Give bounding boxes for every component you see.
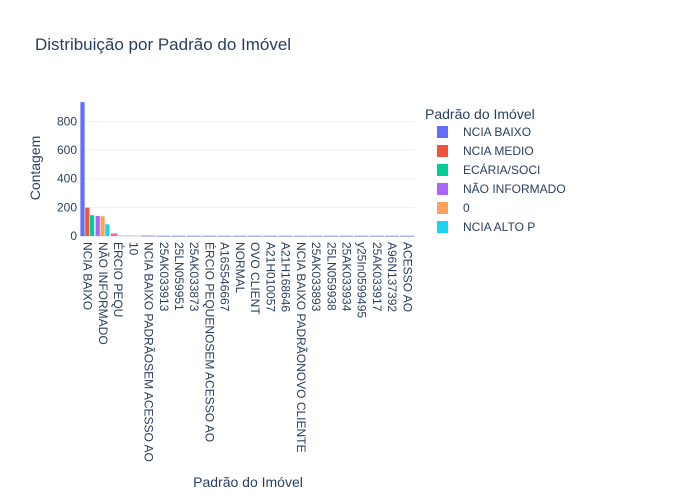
- bar[interactable]: [202, 235, 217, 237]
- legend-label: NCIA MEDIO: [463, 144, 534, 158]
- bar[interactable]: [156, 235, 171, 237]
- legend-label: NCIA BAIXO: [463, 125, 531, 139]
- y-tick-label: 400: [57, 172, 77, 186]
- x-tick-label: 25AK033893: [309, 242, 323, 312]
- bar[interactable]: [133, 235, 140, 237]
- bar[interactable]: [118, 235, 125, 236]
- legend-label: NÃO INFORMADO: [463, 182, 566, 196]
- bar[interactable]: [324, 235, 338, 237]
- bar[interactable]: [100, 216, 105, 236]
- bar[interactable]: [263, 235, 277, 237]
- bar[interactable]: [80, 102, 85, 236]
- bar[interactable]: [369, 235, 384, 237]
- legend-swatch: [437, 183, 448, 195]
- bar[interactable]: [400, 235, 415, 237]
- x-tick-label: 25AK033917: [370, 242, 384, 312]
- x-tick-label: NORMAL: [233, 242, 247, 294]
- y-axis-title: Contagem: [27, 136, 43, 201]
- bar[interactable]: [354, 235, 369, 237]
- legend-item[interactable]: NÃO INFORMADO: [437, 182, 566, 196]
- legend-label: 0: [463, 201, 470, 215]
- legend-swatch: [437, 202, 448, 214]
- bar[interactable]: [217, 235, 232, 237]
- x-tick-label: A21H010057: [263, 242, 277, 312]
- bars: [80, 102, 415, 237]
- bar[interactable]: [141, 235, 156, 237]
- bar[interactable]: [110, 233, 118, 236]
- bar[interactable]: [384, 235, 399, 237]
- bar[interactable]: [90, 215, 95, 236]
- x-tick-label: NCIA BAIXO PADRÃONOVO CLIENTE: [294, 242, 308, 453]
- gridlines: [80, 120, 415, 237]
- bar[interactable]: [247, 235, 262, 237]
- x-tick-label: ACESSO AO: [400, 242, 414, 312]
- x-tick-label: A21H168646: [279, 242, 293, 312]
- bar[interactable]: [293, 235, 308, 237]
- y-tick-label: 600: [57, 143, 77, 157]
- legend[interactable]: Padrão do Imóvel NCIA BAIXO NCIA MEDIO ECÁ…: [425, 106, 566, 234]
- x-axis-title: Padrão do Imóvel: [193, 474, 303, 490]
- bar[interactable]: [232, 235, 247, 237]
- x-tick-label: NCIA BAIXO: [81, 242, 95, 310]
- x-tick-label: y25In0599495: [355, 242, 369, 318]
- bar[interactable]: [308, 235, 323, 237]
- x-tick-label: OVO CLIENT: [248, 242, 262, 315]
- legend-title: Padrão do Imóvel: [425, 106, 535, 122]
- legend-label: NCIA ALTO P: [463, 220, 535, 234]
- legend-item[interactable]: NCIA ALTO P: [437, 220, 535, 234]
- legend-item[interactable]: NCIA MEDIO: [437, 144, 534, 158]
- y-tick-label: 800: [57, 114, 77, 128]
- legend-item[interactable]: 0: [437, 201, 470, 215]
- chart-title: Distribuição por Padrão do Imóvel: [35, 35, 291, 54]
- x-tick-label: NÃO INFORMADO: [96, 242, 110, 345]
- bar[interactable]: [105, 224, 110, 236]
- x-tick-label: ÉRCIO PEQUENOSEM ACESSO AO: [202, 242, 217, 442]
- x-tick-label: 25LN059938: [324, 242, 338, 311]
- legend-swatch: [437, 145, 448, 157]
- legend-item[interactable]: ECÁRIA/SOCI: [437, 162, 540, 177]
- y-axis-ticks: 0 200 400 600 800: [57, 114, 77, 243]
- legend-swatch: [437, 126, 448, 138]
- y-tick-label: 200: [57, 200, 77, 214]
- bar[interactable]: [126, 235, 133, 237]
- x-tick-label: A96N137392: [385, 242, 399, 312]
- x-tick-label: A16S546667: [218, 242, 232, 312]
- bar[interactable]: [186, 235, 201, 237]
- x-tick-label: ÉRCIO PEQU: [111, 242, 126, 317]
- legend-item[interactable]: NCIA BAIXO: [437, 125, 531, 139]
- bar[interactable]: [339, 235, 354, 237]
- bar[interactable]: [171, 235, 186, 237]
- x-tick-label: 25AK033913: [157, 242, 171, 312]
- legend-swatch: [437, 164, 448, 176]
- x-tick-label: 25AK033934: [339, 242, 353, 312]
- x-tick-label: 10: [126, 242, 140, 256]
- x-tick-label: NCIA BAIXO PADRÃOSEM ACESSO AO: [142, 242, 156, 462]
- bar[interactable]: [85, 207, 90, 236]
- bar[interactable]: [278, 235, 293, 237]
- legend-swatch: [437, 221, 448, 233]
- y-tick-label: 0: [70, 229, 77, 243]
- bar[interactable]: [95, 215, 100, 236]
- x-tick-label: 25AK033873: [187, 242, 201, 312]
- x-axis-ticks: NCIA BAIXO NÃO INFORMADO ÉRCIO PEQU 10 NCIA …: [81, 242, 415, 462]
- x-tick-label: 25LN059951: [172, 242, 186, 311]
- legend-label: ECÁRIA/SOCI: [463, 162, 540, 177]
